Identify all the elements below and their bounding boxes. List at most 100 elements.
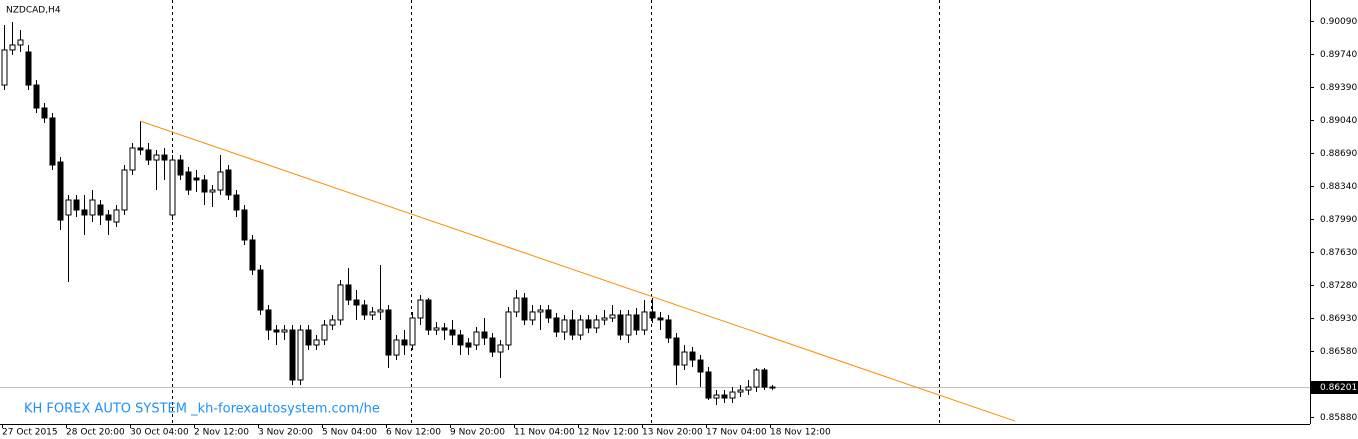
candle-body <box>65 199 72 216</box>
candle-body <box>233 194 240 211</box>
candle-body <box>129 147 136 171</box>
x-tick-label: 6 Nov 12:00 <box>386 428 441 438</box>
candle-body <box>137 147 144 151</box>
candle-body <box>649 311 656 319</box>
candle-body <box>337 284 344 321</box>
candle-body <box>185 171 192 191</box>
candle-body <box>377 309 384 313</box>
candle-body <box>353 299 360 306</box>
candle-body <box>385 309 392 356</box>
candle-body <box>321 324 328 341</box>
candle-body <box>257 269 264 311</box>
candle-body <box>625 314 632 336</box>
candle-body <box>729 391 736 399</box>
candle-body <box>569 319 576 336</box>
candle-body <box>153 154 160 161</box>
candle-body <box>241 209 248 241</box>
candle-body <box>329 319 336 326</box>
y-tick-label: 0.85880 <box>1320 413 1357 423</box>
candle-body <box>401 339 408 346</box>
candle-body <box>489 337 496 353</box>
candle-body <box>481 331 488 339</box>
candle-body <box>177 159 184 176</box>
candle-body <box>305 329 312 346</box>
candle-body <box>249 239 256 271</box>
candle-body <box>417 299 424 319</box>
x-tick-label: 5 Nov 04:00 <box>322 428 377 438</box>
y-tick-label: 0.87990 <box>1320 215 1357 225</box>
y-tick-label: 0.86930 <box>1320 314 1357 324</box>
candle-body <box>105 214 112 221</box>
x-tick-label: 12 Nov 12:00 <box>578 428 639 438</box>
candle-body <box>593 319 600 329</box>
candle-body <box>585 319 592 329</box>
y-tick-label: 0.88340 <box>1320 182 1357 192</box>
candle-body <box>33 84 40 109</box>
candle-body <box>465 342 472 348</box>
candle-body <box>697 359 704 373</box>
candle-body <box>537 309 544 313</box>
candle-body <box>769 386 776 389</box>
candle-body <box>409 317 416 346</box>
y-tick-label: 0.88690 <box>1320 149 1357 159</box>
candle-body <box>745 386 752 391</box>
candle-body <box>393 339 400 356</box>
candle-body <box>281 329 288 333</box>
y-tick-label: 0.87630 <box>1320 248 1357 258</box>
candle-body <box>41 107 48 119</box>
candle-body <box>457 334 464 346</box>
candle-body <box>313 339 320 346</box>
x-tick-label: 17 Nov 04:00 <box>706 428 767 438</box>
candle-body <box>633 314 640 331</box>
x-tick-label: 28 Oct 20:00 <box>66 428 125 438</box>
candle-body <box>9 44 16 51</box>
candle-body <box>169 159 176 216</box>
candle-body <box>689 351 696 361</box>
x-tick-label: 30 Oct 04:00 <box>130 428 189 438</box>
candle-body <box>121 169 128 211</box>
candle-body <box>113 209 120 223</box>
candle-body <box>761 369 768 388</box>
candle-body <box>161 154 168 161</box>
candle-body <box>1 49 8 86</box>
x-tick-label: 27 Oct 2015 <box>2 428 58 438</box>
x-tick-label: 11 Nov 04:00 <box>514 428 575 438</box>
trend-line <box>139 120 1016 422</box>
candle-body <box>97 204 104 216</box>
candle-body <box>505 311 512 346</box>
watermark: KH FOREX AUTO SYSTEM _kh-forexautosystem… <box>24 402 380 417</box>
candle-body <box>193 177 200 181</box>
y-tick-label: 0.86580 <box>1320 347 1357 357</box>
candle-body <box>449 329 456 336</box>
candle-body <box>265 309 272 331</box>
x-tick-label: 13 Nov 20:00 <box>642 428 703 438</box>
candle-body <box>145 149 152 161</box>
candle-body <box>681 351 688 366</box>
candle-body <box>17 39 24 46</box>
candle-body <box>601 317 608 321</box>
candle-body <box>425 299 432 331</box>
candle-body <box>289 329 296 381</box>
y-tick-label: 0.90090 <box>1320 17 1357 27</box>
candle-body <box>737 389 744 393</box>
candle-body <box>521 297 528 321</box>
candle-body <box>441 327 448 331</box>
candle-body <box>73 199 80 211</box>
last-price-badge <box>1311 381 1358 394</box>
candle-body <box>209 189 216 193</box>
candle-body <box>433 327 440 331</box>
candle-body <box>753 369 760 388</box>
candle-body <box>617 314 624 336</box>
candle-body <box>225 169 232 196</box>
candle-body <box>561 319 568 333</box>
y-tick-label: 0.89040 <box>1320 116 1357 126</box>
candle-body <box>361 304 368 316</box>
last-price-label: 0.86201 <box>1320 383 1357 393</box>
candle-body <box>57 161 64 221</box>
y-tick-label: 0.89390 <box>1320 83 1357 93</box>
candle-body <box>553 317 560 333</box>
candle-body <box>497 344 504 353</box>
